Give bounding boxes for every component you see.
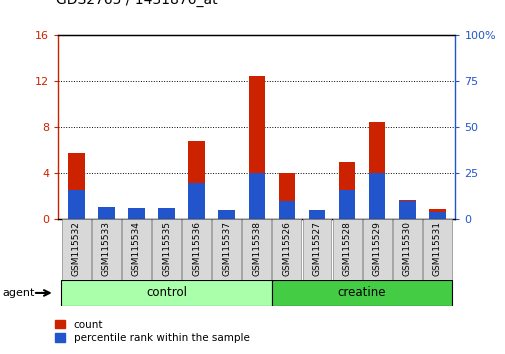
Text: GSM115529: GSM115529	[372, 221, 381, 276]
Bar	[271, 280, 451, 306]
Text: GSM115533: GSM115533	[102, 221, 111, 276]
Bar	[368, 122, 385, 219]
Bar	[308, 210, 325, 219]
Bar	[152, 219, 181, 280]
Bar	[338, 162, 355, 219]
Bar	[338, 190, 355, 219]
Text: GSM115535: GSM115535	[162, 221, 171, 276]
Bar	[182, 219, 211, 280]
Bar	[68, 153, 84, 219]
Bar	[248, 76, 265, 219]
Bar	[122, 219, 150, 280]
Bar	[398, 201, 415, 219]
Bar	[362, 219, 391, 280]
Text: GSM115532: GSM115532	[72, 221, 81, 276]
Bar	[308, 211, 325, 219]
Bar	[428, 209, 445, 219]
Bar	[218, 211, 234, 219]
Text: GSM115530: GSM115530	[402, 221, 411, 276]
Bar	[188, 183, 205, 219]
Bar	[158, 209, 174, 219]
Text: GSM115534: GSM115534	[132, 221, 141, 276]
Text: GSM115527: GSM115527	[312, 221, 321, 276]
Text: agent: agent	[3, 288, 35, 298]
Bar	[272, 219, 301, 280]
Bar	[218, 210, 234, 219]
Bar	[392, 219, 421, 280]
Bar	[278, 173, 294, 219]
Bar	[368, 173, 385, 219]
Text: GSM115528: GSM115528	[342, 221, 351, 276]
Bar	[242, 219, 271, 280]
Text: GSM115537: GSM115537	[222, 221, 231, 276]
Bar	[248, 173, 265, 219]
Text: GSM115526: GSM115526	[282, 221, 291, 276]
Bar	[332, 219, 361, 280]
Text: GDS2765 / 1431876_at: GDS2765 / 1431876_at	[56, 0, 217, 7]
Text: GSM115536: GSM115536	[192, 221, 200, 276]
Bar	[98, 209, 115, 219]
Bar	[128, 209, 144, 219]
Bar	[68, 190, 84, 219]
Bar	[92, 219, 121, 280]
Text: GSM115531: GSM115531	[432, 221, 441, 276]
Legend: count, percentile rank within the sample: count, percentile rank within the sample	[50, 315, 253, 347]
Bar	[212, 219, 241, 280]
Bar	[302, 219, 331, 280]
Text: GSM115538: GSM115538	[252, 221, 261, 276]
Bar	[128, 209, 144, 219]
Bar	[422, 219, 451, 280]
Bar	[188, 141, 205, 219]
Bar	[158, 209, 174, 219]
Bar	[62, 219, 90, 280]
Bar	[428, 212, 445, 219]
Text: control: control	[146, 286, 187, 299]
Bar	[278, 201, 294, 219]
Bar	[98, 207, 115, 219]
Bar	[398, 200, 415, 219]
Bar	[61, 280, 271, 306]
Text: creatine: creatine	[337, 286, 386, 299]
